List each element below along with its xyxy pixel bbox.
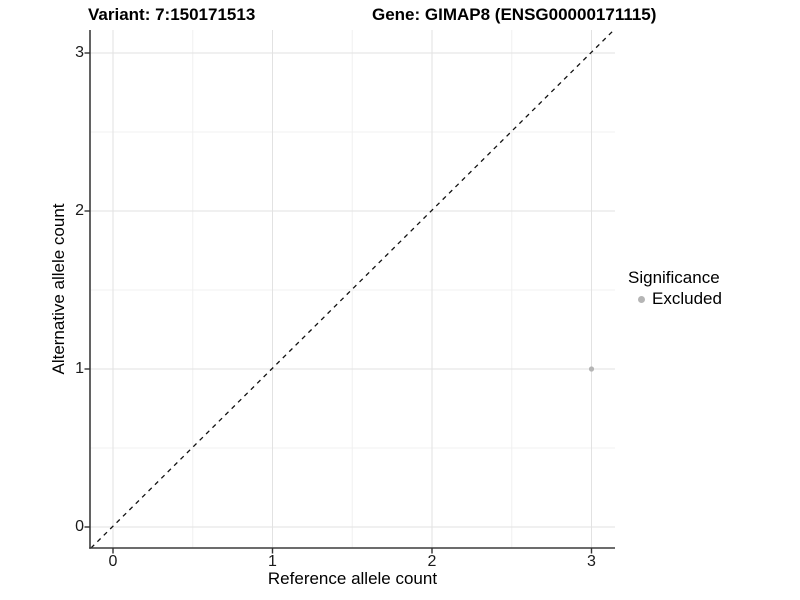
legend: Significance Excluded — [628, 268, 722, 309]
x-tick-label-0: 0 — [108, 553, 118, 570]
y-axis-title: Alternative allele count — [49, 203, 68, 375]
legend-dot-icon — [638, 295, 645, 303]
y-tick-label-3: 3 — [75, 44, 84, 61]
x-tick-label-1: 1 — [268, 553, 277, 570]
axis-tick-marks — [84, 52, 593, 554]
plot-title-variant: Variant: 7:150171513 — [88, 5, 256, 24]
y-tick-label-2: 2 — [75, 202, 84, 219]
data-point-excluded — [588, 366, 595, 372]
y-tick-label-1: 1 — [75, 360, 84, 377]
legend-title: Significance — [628, 268, 720, 287]
major-gridlines — [90, 30, 615, 548]
plot-title-gene: Gene: GIMAP8 (ENSG00000171115) — [372, 5, 657, 24]
identity-reference-line — [90, 28, 616, 549]
minor-gridlines — [90, 30, 615, 548]
x-axis-title: Reference allele count — [267, 569, 438, 588]
x-tick-label-3: 3 — [587, 553, 596, 570]
legend-item-excluded: Excluded — [628, 289, 722, 309]
legend-item-label: Excluded — [652, 289, 722, 308]
x-tick-label-2: 2 — [427, 553, 437, 570]
y-tick-label-0: 0 — [75, 518, 84, 535]
